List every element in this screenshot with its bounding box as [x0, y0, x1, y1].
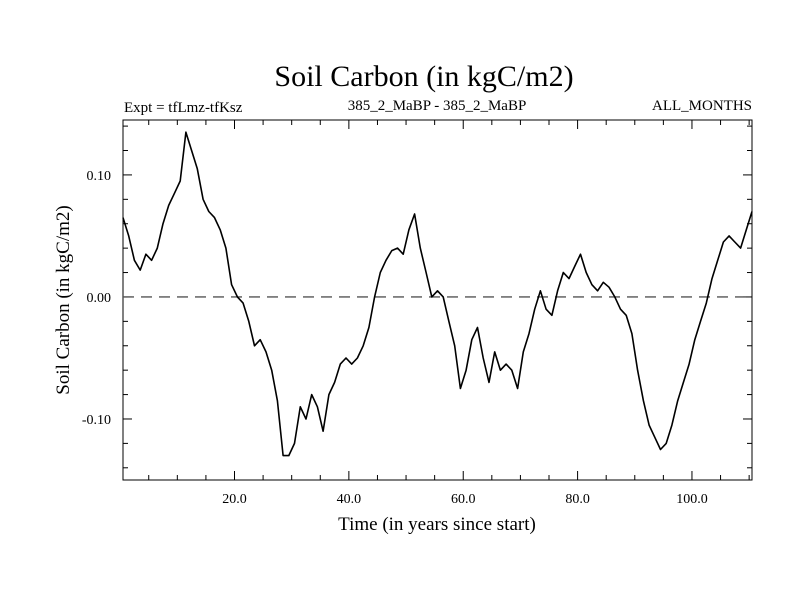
y-tick-label: 0.00 [87, 291, 112, 306]
subtitle-period: 385_2_MaBP - 385_2_MaBP [348, 98, 527, 114]
x-tick-label: 80.0 [565, 492, 590, 507]
x-tick-label: 20.0 [222, 492, 247, 507]
y-axis-label: Soil Carbon (in kgC/m2) [53, 205, 74, 394]
subtitle-experiment: Expt = tfLmz-tfKsz [124, 100, 243, 116]
x-axis-label: Time (in years since start) [338, 514, 536, 535]
plot-frame [122, 119, 753, 481]
x-tick-label: 100.0 [676, 492, 708, 507]
y-tick-label: -0.10 [82, 413, 111, 428]
subtitle-months: ALL_MONTHS [652, 98, 752, 114]
series-line-soil-carbon [122, 131, 753, 457]
x-tick-label: 40.0 [337, 492, 362, 507]
plot-area: 20.0 40.0 60.0 80.0 100.0 -0.10 0.00 0.10 [82, 119, 753, 507]
chart-title: Soil Carbon (in kgC/m2) [274, 60, 573, 93]
x-tick-label: 60.0 [451, 492, 476, 507]
y-tick-label: 0.10 [87, 169, 112, 184]
